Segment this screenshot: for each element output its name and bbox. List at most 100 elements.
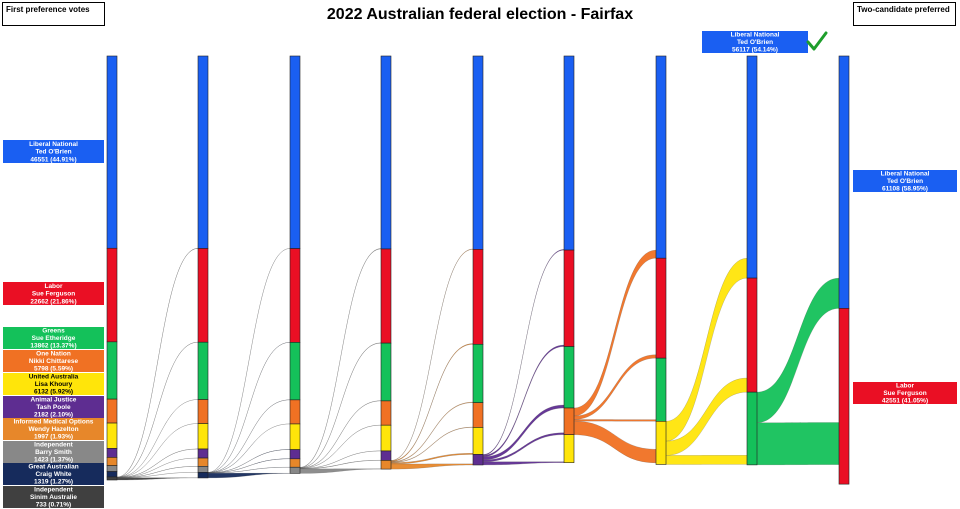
count-4-bar-3: [472, 402, 484, 428]
count-3-bar-4: [380, 424, 392, 452]
continuation-band-0-3: [117, 399, 198, 423]
count-4-bar-2: [472, 343, 484, 403]
continuation-band-3-3: [391, 401, 473, 427]
continuation-band-1-1: [208, 248, 290, 342]
first-pref-label-7-line-2: 1423 (1.37%): [34, 456, 73, 463]
continuation-band-1-7: [208, 466, 290, 473]
first-pref-label-6-line-0: Informed Medical Options: [14, 419, 94, 426]
first-pref-label-2-line-2: 13862 (13.37%): [30, 342, 76, 349]
first-pref-label-4-line-0: United Australia: [29, 374, 79, 381]
continuation-band-5-0: [574, 56, 656, 250]
transfer-flow-3-5: [390, 463, 474, 470]
continuation-band-3-1: [391, 249, 473, 344]
first-pref-label-0-line-2: 46551 (44.91%): [30, 156, 76, 163]
count-6-bar-4: [655, 421, 667, 465]
count-2-bar-4: [289, 423, 301, 450]
count-6-bar-0: [655, 55, 667, 259]
first-pref-label-1-line-1: Sue Ferguson: [32, 291, 75, 298]
count-1-bar-1: [197, 248, 209, 343]
continuation-band-2-4: [300, 424, 381, 451]
count-0-bar-2: [106, 341, 118, 400]
first-pref-label-2-box: [3, 327, 104, 349]
first-pref-label-3-line-1: Nikki Chittarese: [29, 358, 79, 365]
continuation-band-1-4: [208, 424, 290, 450]
count-1-bar-0: [197, 55, 209, 249]
count-4-bar-5: [472, 454, 484, 466]
continuation-band-1-6: [208, 458, 290, 467]
count-1-bar-8: [197, 472, 209, 479]
count-4-bar-4: [472, 427, 484, 455]
first-pref-label-8-box: [3, 463, 104, 485]
continuation-band-2-5: [300, 450, 381, 461]
continuation-band-0-8: [117, 472, 198, 478]
chart-title: 2022 Australian federal election - Fairf…: [326, 6, 634, 23]
continuation-band-7-0: [757, 56, 839, 278]
continuation-band-6-1: [666, 258, 747, 378]
count-1-bar-4: [197, 423, 209, 450]
first-pref-label-4-line-1: Lisa Khoury: [35, 381, 73, 388]
count-5-bar-0: [563, 55, 575, 251]
check-icon: [806, 31, 828, 51]
count-5-bar-3: [563, 407, 575, 435]
count-3-bar-3: [380, 400, 392, 426]
continuation-band-0-0: [117, 56, 198, 248]
first-pref-label-1-line-0: Labor: [44, 283, 63, 290]
first-pref-label-3-line-2: 5798 (5.59%): [34, 365, 73, 372]
continuation-band-1-3: [208, 400, 290, 424]
continuation-band-3-4: [391, 425, 473, 453]
continuation-band-2-3: [300, 400, 381, 425]
count-3-bar-2: [380, 342, 392, 402]
winner-label-line-0: Liberal National: [731, 32, 780, 39]
continuation-band-4-0: [483, 56, 564, 249]
tcp-label-0-line-1: Ted O'Brien: [887, 178, 923, 185]
count-3-bar-5: [380, 450, 392, 461]
count-1-bar-5: [197, 448, 209, 459]
transfer-flow-2-6: [299, 468, 382, 474]
count-5-bar-4: [563, 434, 575, 463]
two-candidate-preferred-header: Two-candidate preferred: [853, 2, 956, 26]
first-pref-label-6-line-2: 1997 (1.93%): [34, 433, 73, 440]
transfer-flow-4-4: [482, 461, 565, 466]
first-pref-label-7-box: [3, 441, 104, 463]
count-3-bar-6: [380, 460, 392, 470]
continuation-band-2-1: [300, 249, 381, 343]
continuation-band-3-5: [391, 451, 473, 464]
count-0-bar-1: [106, 247, 118, 343]
tcp-label-1-box: [853, 382, 957, 404]
transfer-flow-0-8: [116, 477, 199, 481]
first-pref-label-0-box: [3, 140, 104, 163]
count-8-bar-1: [838, 308, 850, 485]
transfer-flow-5-2: [573, 419, 657, 422]
count-2-bar-3: [289, 399, 301, 425]
first-pref-label-4-box: [3, 373, 104, 395]
continuation-band-1-5: [208, 449, 290, 459]
count-6-bar-2: [655, 357, 667, 422]
first-pref-label-2-line-1: Sue Etheridge: [32, 335, 76, 342]
count-5-bar-2: [563, 346, 575, 409]
continuation-band-2-0: [300, 56, 381, 249]
count-7-bar-2: [746, 391, 758, 466]
first-pref-label-7-line-1: Barry Smith: [35, 449, 72, 456]
count-3-bar-0: [380, 55, 392, 250]
continuation-band-1-0: [208, 56, 290, 248]
first-pref-label-1-box: [3, 282, 104, 305]
count-2-bar-5: [289, 449, 301, 460]
continuation-band-0-4: [117, 423, 198, 449]
first-pref-label-8-line-0: Great Australian: [28, 464, 78, 471]
winner-label-line-2: 56117 (54.14%): [732, 46, 778, 53]
count-7-bar-0: [746, 55, 758, 279]
first-pref-label-3-box: [3, 350, 104, 372]
count-0-bar-8: [106, 471, 118, 478]
count-4-bar-0: [472, 55, 484, 250]
continuation-band-0-6: [117, 457, 198, 466]
count-0-bar-9: [106, 476, 118, 481]
tcp-label-1-line-2: 42551 (41.05%): [882, 397, 928, 404]
count-0-bar-4: [106, 422, 118, 449]
continuation-band-0-1: [117, 248, 198, 342]
continuation-band-0-5: [117, 448, 198, 458]
count-7-bar-1: [746, 277, 758, 393]
count-1-bar-7: [197, 466, 209, 473]
count-2-bar-6: [289, 458, 301, 468]
first-preference-header: First preference votes: [2, 2, 105, 26]
